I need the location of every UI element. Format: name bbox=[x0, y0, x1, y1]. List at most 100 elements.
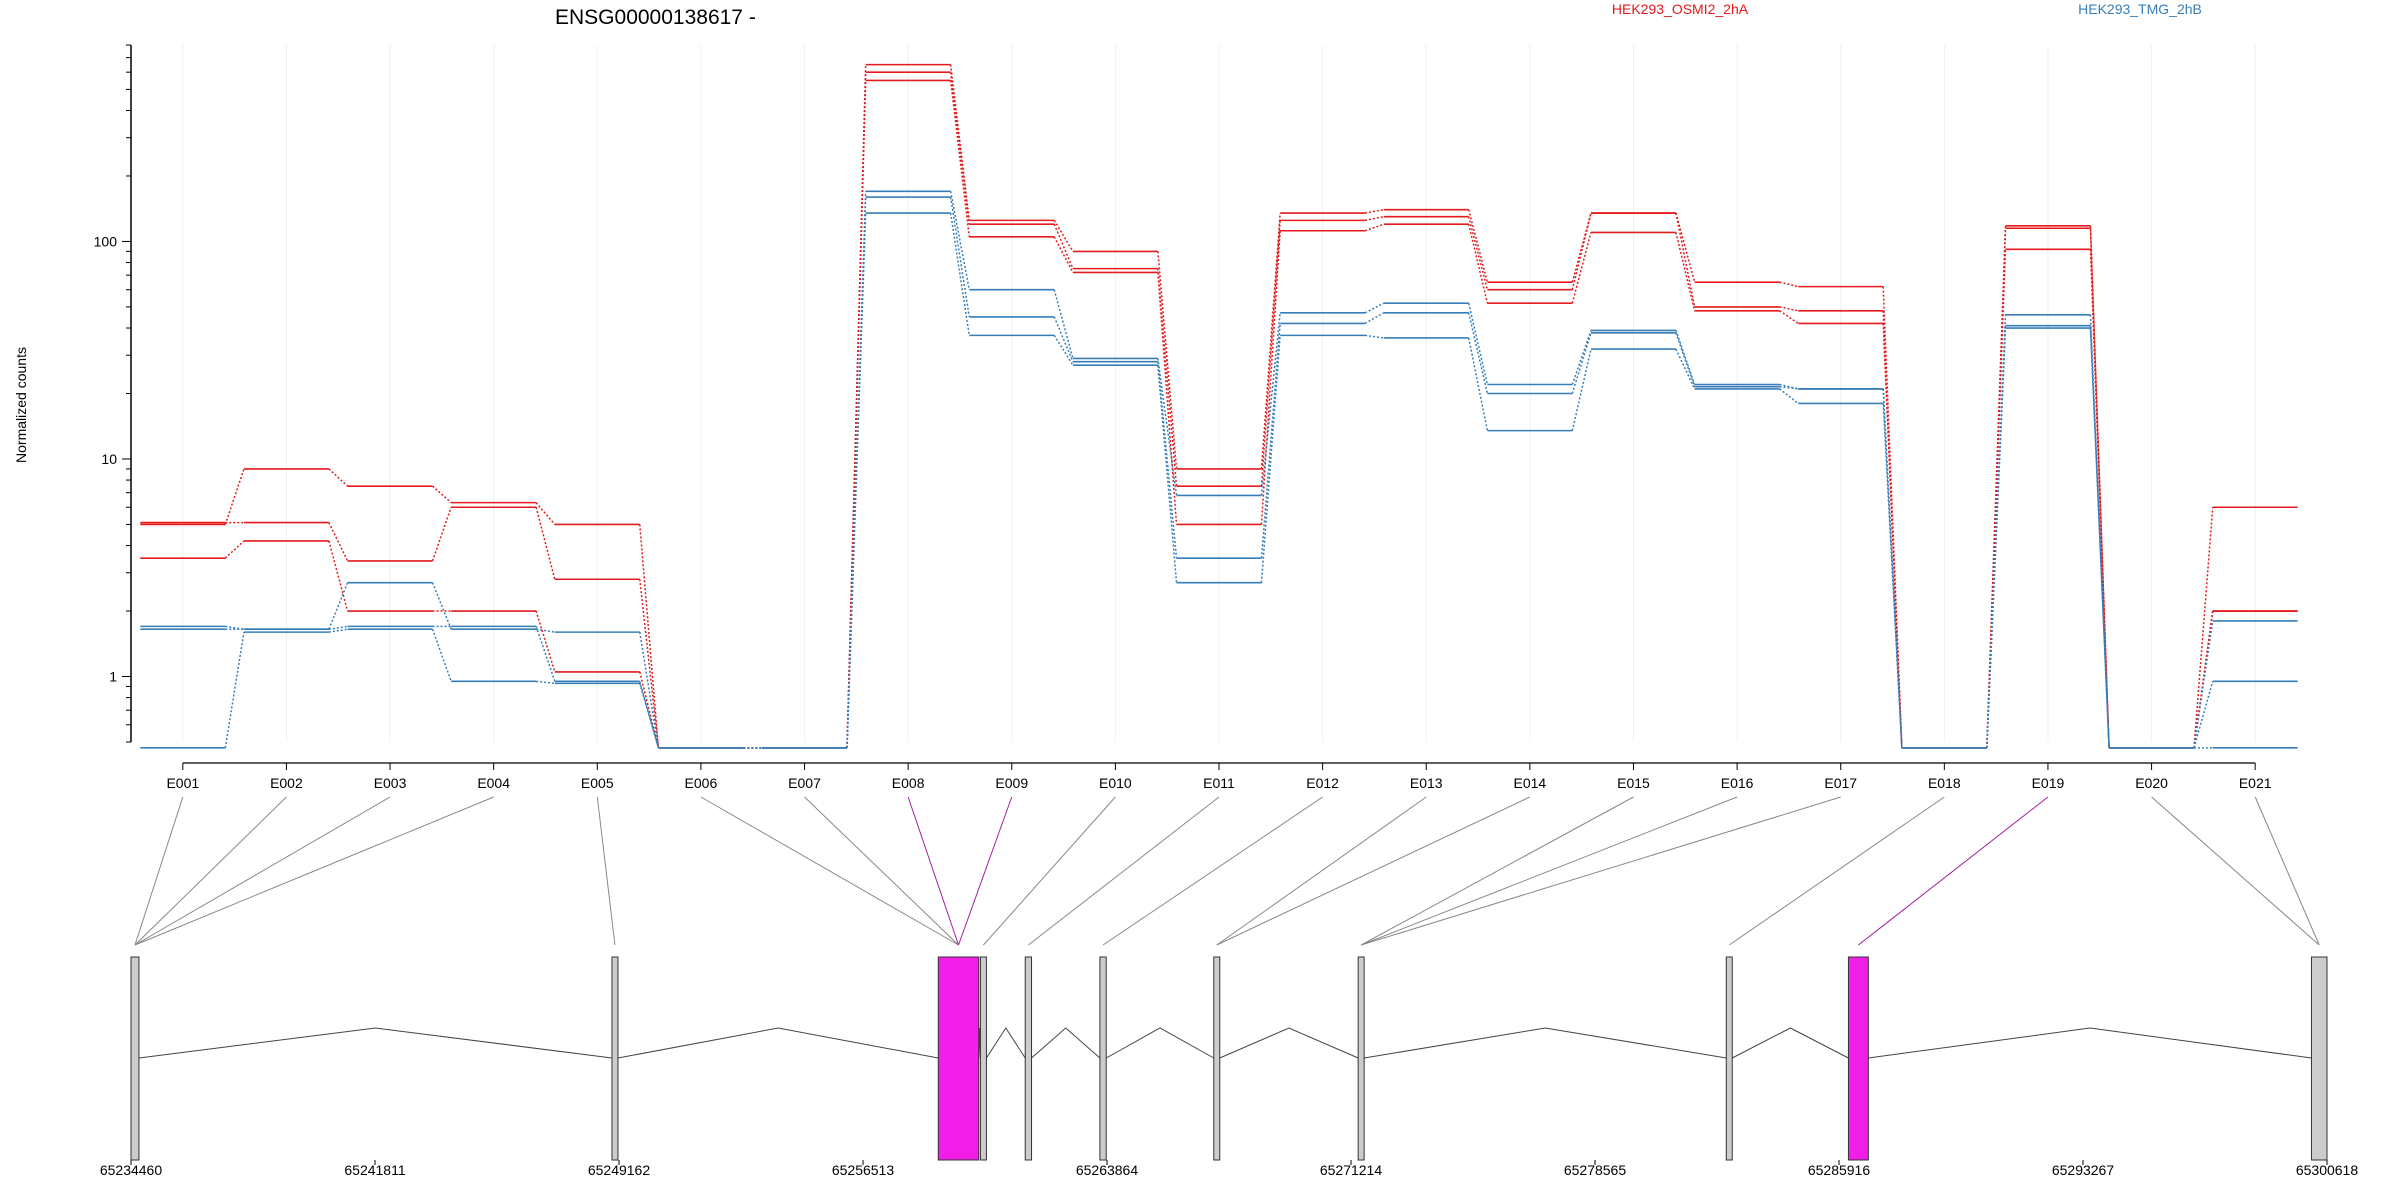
series-5-transition bbox=[1675, 348, 1696, 390]
connector-E021 bbox=[2254, 796, 2320, 946]
series-0-transition bbox=[1364, 208, 1384, 214]
connector-E013 bbox=[1216, 796, 1427, 946]
series-5-transition bbox=[1053, 334, 1074, 366]
series-2-transition bbox=[328, 540, 349, 612]
intron-5 bbox=[1031, 1027, 1101, 1059]
x-tick-label-E014: E014 bbox=[1514, 775, 1547, 791]
x-tick-label-E001: E001 bbox=[166, 775, 199, 791]
series-4-transition bbox=[1467, 312, 1489, 394]
exon-block-11 bbox=[2310, 956, 2328, 1161]
series-5-transition bbox=[328, 628, 348, 633]
legend-entry-tmg: HEK293_TMG_2hB bbox=[2078, 1, 2202, 17]
connector-E004 bbox=[134, 796, 494, 946]
series-3-transition bbox=[225, 625, 245, 630]
coord-label: 65300618 bbox=[2296, 1162, 2359, 1178]
y-axis-label: Normalized counts bbox=[13, 347, 29, 463]
series-1-transition bbox=[431, 506, 452, 562]
exon-block-8 bbox=[1357, 956, 1365, 1161]
x-tick-label-E004: E004 bbox=[477, 775, 510, 791]
series-5-transition bbox=[1882, 403, 1903, 748]
coord-label: 65256513 bbox=[832, 1162, 895, 1178]
series-5-transition bbox=[639, 683, 660, 749]
series-4-transition bbox=[1157, 361, 1178, 559]
series-1-transition bbox=[1260, 220, 1281, 487]
series-5-transition bbox=[949, 212, 971, 336]
series-1-transition bbox=[1779, 306, 1799, 312]
series-0-transition bbox=[2193, 507, 2214, 748]
series-4-transition bbox=[1675, 332, 1696, 387]
series-2-transition bbox=[1364, 223, 1385, 232]
connector-E016 bbox=[1360, 796, 1738, 946]
series-3-transition bbox=[1467, 303, 1489, 385]
series-3-transition bbox=[328, 582, 349, 630]
series-5 bbox=[140, 212, 2298, 749]
series-2-transition bbox=[224, 540, 245, 559]
exon-block-7 bbox=[1213, 956, 1221, 1161]
series-5-transition bbox=[224, 631, 245, 748]
series-3-transition bbox=[1779, 383, 1799, 390]
x-tick-label-E013: E013 bbox=[1410, 775, 1443, 791]
y-tick-label: 1 bbox=[109, 669, 117, 685]
exon-block-2 bbox=[611, 956, 619, 1161]
series-3-transition bbox=[1571, 330, 1592, 385]
series-3-transition bbox=[639, 631, 660, 748]
series-2-transition bbox=[1467, 224, 1489, 304]
connector-E014 bbox=[1216, 796, 1531, 946]
series-2-transition bbox=[535, 610, 556, 673]
connector-E018 bbox=[1728, 796, 1945, 946]
connector-E012 bbox=[1102, 796, 1323, 946]
series-0-transition bbox=[432, 485, 452, 504]
exon-block-5 bbox=[1024, 956, 1033, 1161]
series-0-transition bbox=[535, 502, 556, 525]
legend-entry-osmi2: HEK293_OSMI2_2hA bbox=[1612, 1, 1749, 17]
series-2-transition bbox=[1882, 323, 1903, 748]
series-0-transition bbox=[639, 524, 660, 748]
series-0-transition bbox=[1779, 281, 1799, 288]
connector-E003 bbox=[134, 796, 391, 946]
connector-E015 bbox=[1360, 796, 1634, 946]
series-1-transition bbox=[1675, 212, 1696, 308]
series-1-transition bbox=[1571, 212, 1592, 290]
connector-E010 bbox=[983, 796, 1116, 946]
coord-label: 65285916 bbox=[1808, 1162, 1871, 1178]
x-tick-label-E015: E015 bbox=[1617, 775, 1650, 791]
series-3-transition bbox=[536, 628, 555, 633]
connector-E017 bbox=[1361, 796, 1841, 946]
x-tick-label-E005: E005 bbox=[581, 775, 614, 791]
coord-label: 65263864 bbox=[1076, 1162, 1139, 1178]
connector-E005 bbox=[596, 796, 616, 946]
series-2-transition bbox=[1779, 310, 1799, 325]
x-tick-label-E021: E021 bbox=[2239, 775, 2272, 791]
series-4-transition bbox=[949, 196, 971, 318]
x-tick-label-E019: E019 bbox=[2032, 775, 2065, 791]
connector-E011 bbox=[1028, 796, 1220, 946]
x-tick-label-E003: E003 bbox=[374, 775, 407, 791]
coord-label: 65278565 bbox=[1564, 1162, 1627, 1178]
series-5-transition bbox=[1779, 388, 1799, 405]
series-4-transition bbox=[1986, 325, 2007, 748]
connector-E001 bbox=[134, 796, 184, 946]
series-1-transition bbox=[328, 522, 349, 562]
y-tick-label: 10 bbox=[101, 451, 117, 467]
series-5-transition bbox=[1157, 365, 1178, 583]
intron-8 bbox=[1364, 1027, 1727, 1059]
series-2-transition bbox=[1571, 232, 1592, 304]
connector-E020 bbox=[2151, 796, 2320, 946]
x-tick-label-E012: E012 bbox=[1306, 775, 1339, 791]
series-3-transition bbox=[1157, 358, 1178, 496]
series-4-transition bbox=[1053, 316, 1074, 363]
coord-label: 65241811 bbox=[344, 1162, 405, 1178]
series-4-transition bbox=[1779, 385, 1799, 390]
series-4-transition bbox=[328, 625, 348, 630]
series-0-transition bbox=[1260, 213, 1281, 469]
coord-label: 65271214 bbox=[1320, 1162, 1383, 1178]
series-1-transition bbox=[1364, 215, 1384, 222]
series-3-transition bbox=[1260, 312, 1281, 496]
series-5-transition bbox=[431, 628, 452, 682]
x-tick-label-E011: E011 bbox=[1203, 775, 1235, 791]
x-tick-label-E017: E017 bbox=[1824, 775, 1857, 791]
exon-block-6 bbox=[1099, 956, 1107, 1161]
connector-E019 bbox=[1858, 796, 2049, 946]
series-4-transition bbox=[1364, 312, 1385, 325]
x-tick-label-E016: E016 bbox=[1721, 775, 1754, 791]
